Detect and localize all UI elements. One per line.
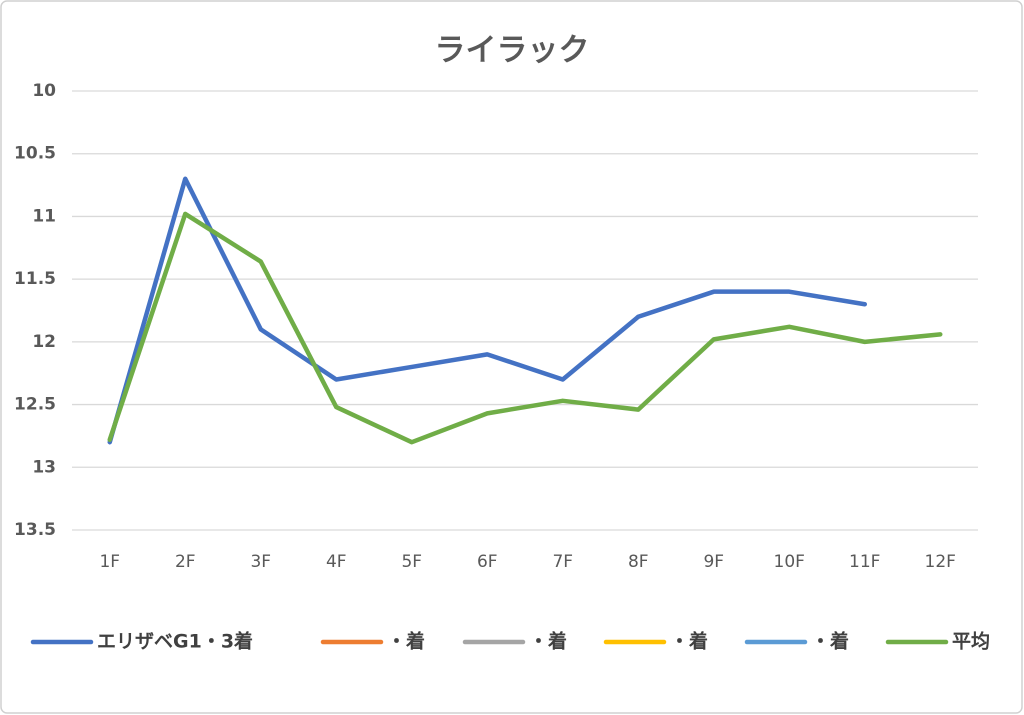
x-tick-label: 5F	[401, 552, 422, 572]
x-tick-label: 8F	[628, 552, 649, 572]
x-tick-label: 1F	[99, 552, 120, 572]
x-tick-label: 6F	[477, 552, 498, 572]
y-tick-label: 10.5	[14, 144, 56, 164]
y-tick-label: 11.5	[14, 269, 56, 289]
legend-label: ・着	[529, 630, 567, 653]
series-line	[107, 176, 867, 445]
chart-title: ライラック	[435, 33, 590, 69]
legend-label: ・着	[387, 630, 425, 653]
x-tick-label: 9F	[703, 552, 724, 572]
y-tick-label: 12.5	[14, 395, 56, 415]
legend-label: ・着	[670, 630, 708, 653]
y-tick-label: 12	[32, 332, 56, 352]
x-tick-label: 10F	[774, 552, 805, 572]
x-tick-label: 7F	[552, 552, 573, 572]
y-tick-label: 10	[32, 81, 56, 101]
y-tick-label: 13.5	[14, 520, 56, 540]
legend-label: エリザベG1・3着	[97, 630, 253, 653]
x-tick-label: 3F	[250, 552, 271, 572]
legend-label: ・着	[811, 630, 849, 653]
x-tick-label: 12F	[925, 552, 956, 572]
x-tick-label: 11F	[849, 552, 880, 572]
y-tick-label: 13	[32, 457, 56, 477]
x-tick-label: 2F	[175, 552, 196, 572]
y-tick-label: 11	[32, 206, 56, 226]
series-line	[107, 211, 943, 445]
legend-label: 平均	[952, 630, 990, 653]
x-tick-label: 4F	[326, 552, 347, 572]
